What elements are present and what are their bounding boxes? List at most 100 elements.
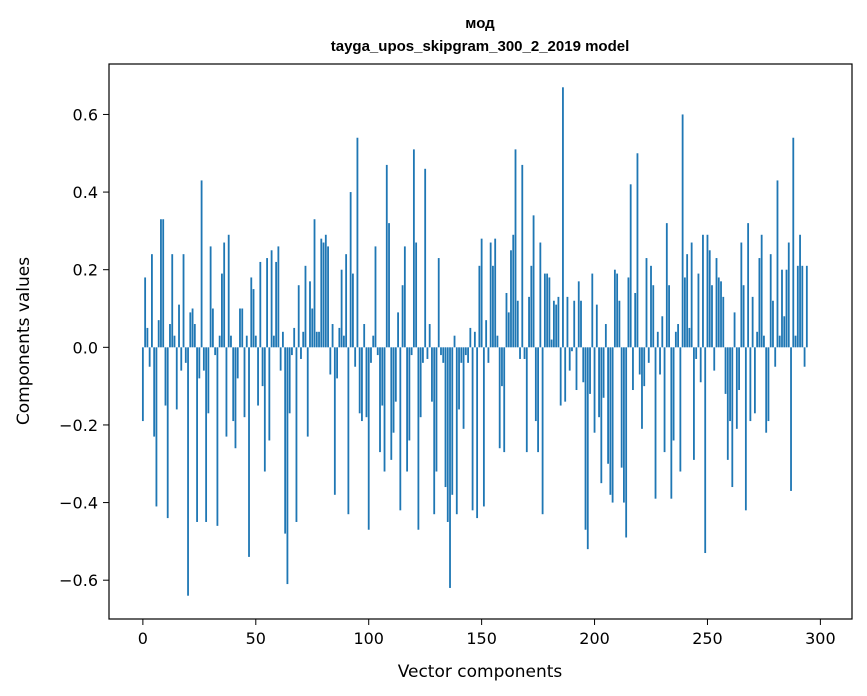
bar (485, 320, 488, 348)
bar (781, 269, 783, 348)
bar (379, 347, 381, 453)
bar (627, 277, 630, 348)
bar (744, 347, 747, 511)
bar (722, 296, 725, 348)
bar (248, 347, 250, 557)
bar (593, 347, 596, 433)
bar (471, 347, 474, 511)
bar (227, 234, 230, 348)
bar (160, 219, 162, 348)
bar (469, 327, 472, 348)
bar (275, 261, 278, 348)
bar (598, 347, 600, 418)
bar (665, 223, 668, 348)
bar (604, 324, 607, 348)
bar (196, 347, 198, 522)
bar (173, 335, 176, 348)
bar (521, 164, 524, 348)
bar (184, 347, 187, 363)
y-axis-label: Components values (14, 257, 34, 425)
bar (383, 347, 386, 472)
bar (783, 316, 786, 348)
bar (451, 347, 454, 495)
bar (557, 296, 560, 348)
bar (787, 242, 790, 348)
bar (388, 223, 390, 348)
bar (528, 296, 530, 348)
bar (315, 331, 318, 348)
bar (324, 234, 327, 348)
bar (374, 246, 377, 348)
bar (625, 347, 628, 538)
bar (729, 347, 731, 422)
bar (361, 347, 363, 422)
bar (347, 347, 350, 515)
bar (507, 312, 510, 348)
bar (552, 300, 555, 348)
bar (693, 347, 695, 460)
bar (358, 347, 361, 414)
bar (356, 137, 359, 348)
bar (259, 261, 262, 348)
bar (503, 347, 506, 453)
bar (534, 347, 537, 422)
y-tick-label: 0.2 (73, 261, 98, 280)
x-tick-label: 50 (246, 629, 266, 648)
bar (166, 347, 169, 519)
bar (153, 347, 156, 437)
bar (679, 347, 682, 472)
bars-group (141, 87, 808, 596)
bar (336, 347, 338, 379)
bar (193, 324, 196, 348)
bar (349, 192, 352, 348)
bar (218, 335, 221, 348)
bar (189, 312, 192, 348)
bar (514, 149, 517, 348)
bar (543, 273, 546, 348)
bar (794, 335, 797, 348)
x-axis: 0 50 100 150 200 250 300 (138, 619, 836, 648)
bar (322, 242, 325, 348)
y-tick-label: −0.6 (59, 571, 98, 590)
bar (589, 347, 591, 394)
bar (243, 347, 246, 418)
bar (645, 258, 648, 348)
x-tick-label: 100 (353, 629, 384, 648)
bar (376, 347, 379, 356)
bar (643, 347, 646, 387)
bar (408, 347, 411, 441)
bar (333, 347, 336, 495)
bar (695, 347, 698, 359)
bar (498, 347, 501, 449)
plot-frame (108, 63, 853, 620)
bar (205, 347, 208, 522)
bar (668, 285, 670, 348)
bar (790, 347, 792, 491)
y-axis: −0.6 −0.4 −0.2 0.0 0.2 0.4 0.6 (59, 105, 109, 590)
bar (148, 347, 151, 367)
bar (478, 265, 481, 348)
bar (575, 347, 578, 391)
bar (756, 331, 759, 348)
bar (329, 347, 332, 375)
bar (677, 324, 680, 348)
bar (765, 347, 768, 433)
bar (512, 234, 515, 348)
bar (291, 347, 293, 356)
bar (460, 347, 463, 363)
bar (241, 308, 244, 348)
bar (437, 258, 440, 348)
bar (442, 347, 445, 363)
bar (582, 347, 585, 383)
bar (697, 273, 700, 348)
bar (634, 292, 637, 348)
bar (742, 285, 745, 348)
bar (151, 254, 153, 348)
bar (458, 347, 460, 410)
bar (286, 347, 289, 585)
bar (562, 87, 564, 348)
bar (801, 265, 804, 348)
bar (702, 234, 704, 348)
bar (796, 265, 799, 348)
bar (656, 331, 659, 348)
